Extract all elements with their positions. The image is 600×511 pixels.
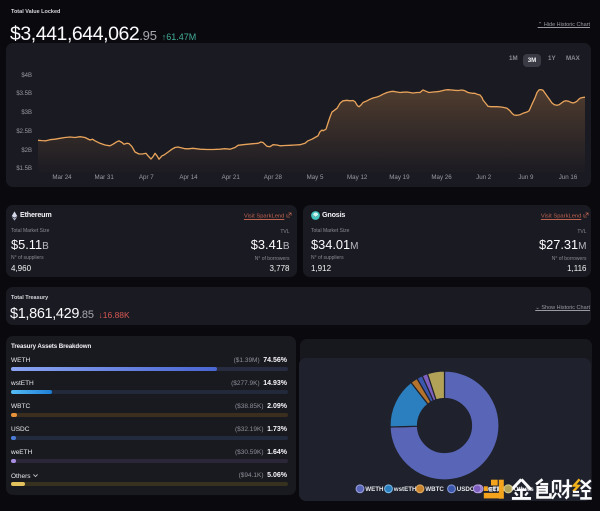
svg-text:wstETH: wstETH xyxy=(393,486,417,493)
svg-text:ETH: ETH xyxy=(489,486,502,493)
svg-text:USDC: USDC xyxy=(457,486,475,493)
svg-text:WETH: WETH xyxy=(365,486,384,493)
svg-text:WBTC: WBTC xyxy=(425,486,444,493)
svg-text:weETH: weETH xyxy=(483,486,505,493)
